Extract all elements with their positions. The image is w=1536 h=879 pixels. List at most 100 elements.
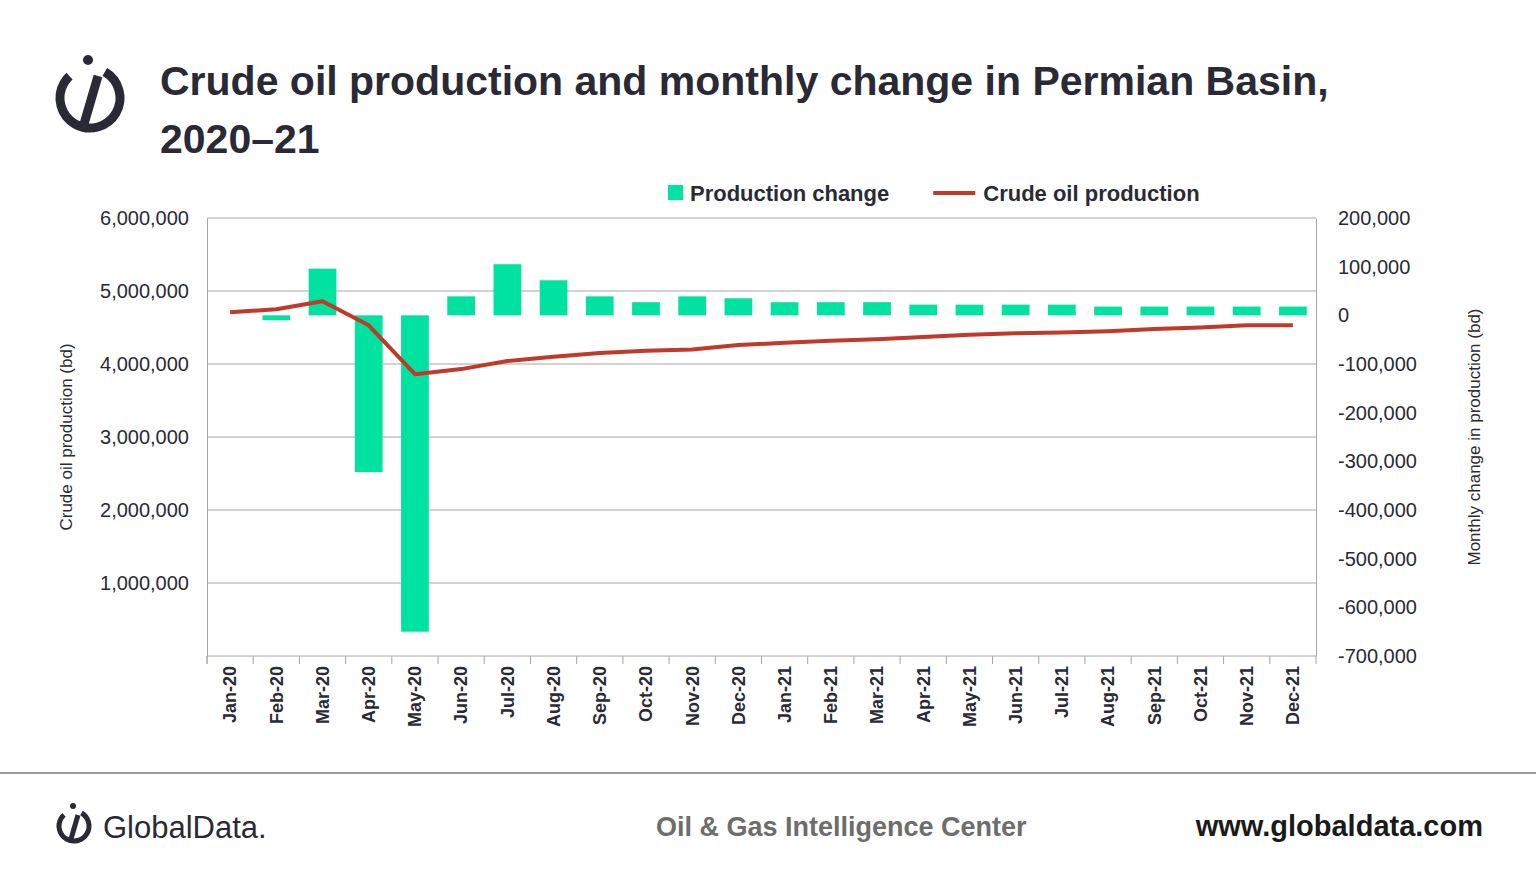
bar [909,305,937,316]
y-tick-label: 3,000,000 [100,426,189,448]
footer-logo-ring [54,806,95,847]
y2-tick-label: 200,000 [1338,207,1410,229]
line [230,301,1293,374]
y2-tick: 100,000 [1316,256,1410,278]
x-tick: Jan-21 [762,656,795,723]
x-tick: Jun-21 [993,656,1026,724]
logo-ring [49,57,131,139]
x-tick-mark [807,656,808,664]
footer-url: www.globaldata.com [1195,810,1483,842]
y2-tick-label: -200,000 [1338,402,1417,424]
x-tick-mark [207,656,208,664]
y-tick-label: 4,000,000 [100,353,189,375]
x-tick-label: Jul-21 [1052,666,1072,718]
x-tick-mark [1223,656,1224,664]
y2-tick-label: -700,000 [1338,645,1417,667]
bar [771,302,799,315]
x-tick-mark [253,656,254,664]
bar [1140,307,1168,316]
y2-tick-label: -100,000 [1338,353,1417,375]
bar-series [262,264,1306,631]
x-tick-label: Sep-21 [1145,666,1165,725]
bar [355,315,383,472]
legend: Production change Crude oil production [668,181,1200,206]
x-tick-label: Sep-20 [590,666,610,725]
title: Crude oil production and monthly change … [160,58,1340,162]
x-tick-label: Aug-20 [544,666,564,727]
y2-axis-line [1316,219,1317,657]
x-tick-mark [853,656,854,664]
y-tick-label: 5,000,000 [100,280,189,302]
x-tick-label: Dec-21 [1283,666,1303,725]
x-tick-mark [345,656,346,664]
y-axis: 1,000,000 2,000,000 3,000,000 4,000,000 5,00… [100,207,207,657]
y-tick-label: 1,000,000 [100,572,189,594]
grid-line [207,583,1316,584]
grid-line [207,218,1316,219]
y-tick: 4,000,000 [100,353,207,375]
x-tick-label: May-21 [960,666,980,727]
x-tick-label: Mar-21 [867,666,887,724]
bar [1187,307,1215,316]
legend-swatch [668,185,683,200]
footer-logo-dot [70,803,76,809]
x-tick: Feb-21 [808,656,841,724]
x-tick-label: Oct-20 [636,666,656,722]
y-tick: 3,000,000 [100,426,207,448]
x-tick: Jun-20 [438,656,471,724]
logo [49,55,131,139]
legend-label: Crude oil production [983,181,1199,206]
x-tick-label: Jan-20 [220,666,240,723]
legend-label: Production change [690,181,889,206]
grid-line [207,510,1316,511]
y2-tick: -600,000 [1316,596,1417,618]
x-tick: May-21 [946,656,979,727]
x-tick-mark [1084,656,1085,664]
y-tick: 2,000,000 [100,499,207,521]
bar [586,296,614,315]
x-tick: Aug-20 [530,656,563,727]
y2-tick: -200,000 [1316,402,1417,424]
x-tick-mark [1131,656,1132,664]
x-tick: Sep-21 [1131,656,1164,725]
x-tick: Sep-20 [577,656,610,725]
y-tick-label: 6,000,000 [100,207,189,229]
x-tick-label: Nov-21 [1237,666,1257,726]
x-tick-mark [669,656,670,664]
bar [1094,307,1122,316]
footer-logo [54,803,95,846]
y-tick: 1,000,000 [100,572,207,594]
bar [956,305,984,316]
x-axis-line [207,656,1316,664]
y2-tick-label: 100,000 [1338,256,1410,278]
x-tick-mark [761,656,762,664]
x-tick-label: Nov-20 [682,666,702,726]
bar [1233,307,1261,316]
x-tick-mark [715,656,716,664]
x-tick-label: Jul-20 [498,666,518,718]
x-tick-label: Apr-20 [359,666,379,723]
footer-brand: GlobalData. [103,810,267,845]
chart: Crude oil production and monthly change … [0,0,1536,879]
y2-tick: -700,000 [1316,645,1417,667]
y-tick-label: 2,000,000 [100,499,189,521]
x-tick: Nov-21 [1224,656,1257,726]
bar [863,302,891,315]
x-tick: Mar-21 [854,656,887,724]
y2-tick-label: -600,000 [1338,596,1417,618]
y2-tick: -400,000 [1316,499,1417,521]
x-tick-mark [992,656,993,664]
bar [725,298,753,315]
grid-line [207,291,1316,292]
x-tick-mark [438,656,439,664]
x-tick-label: May-20 [405,666,425,727]
y2-tick: -300,000 [1316,450,1417,472]
x-tick: Feb-20 [253,656,286,724]
x-tick-mark [576,656,577,664]
x-tick-mark [484,656,485,664]
x-tick-mark [1177,656,1178,664]
y2-axis: 200,000100,0000-100,000-200,000-300,000-… [1316,207,1417,667]
legend-item: Production change [668,181,889,206]
x-tick: Oct-20 [623,656,656,722]
footer-rule [0,772,1536,774]
